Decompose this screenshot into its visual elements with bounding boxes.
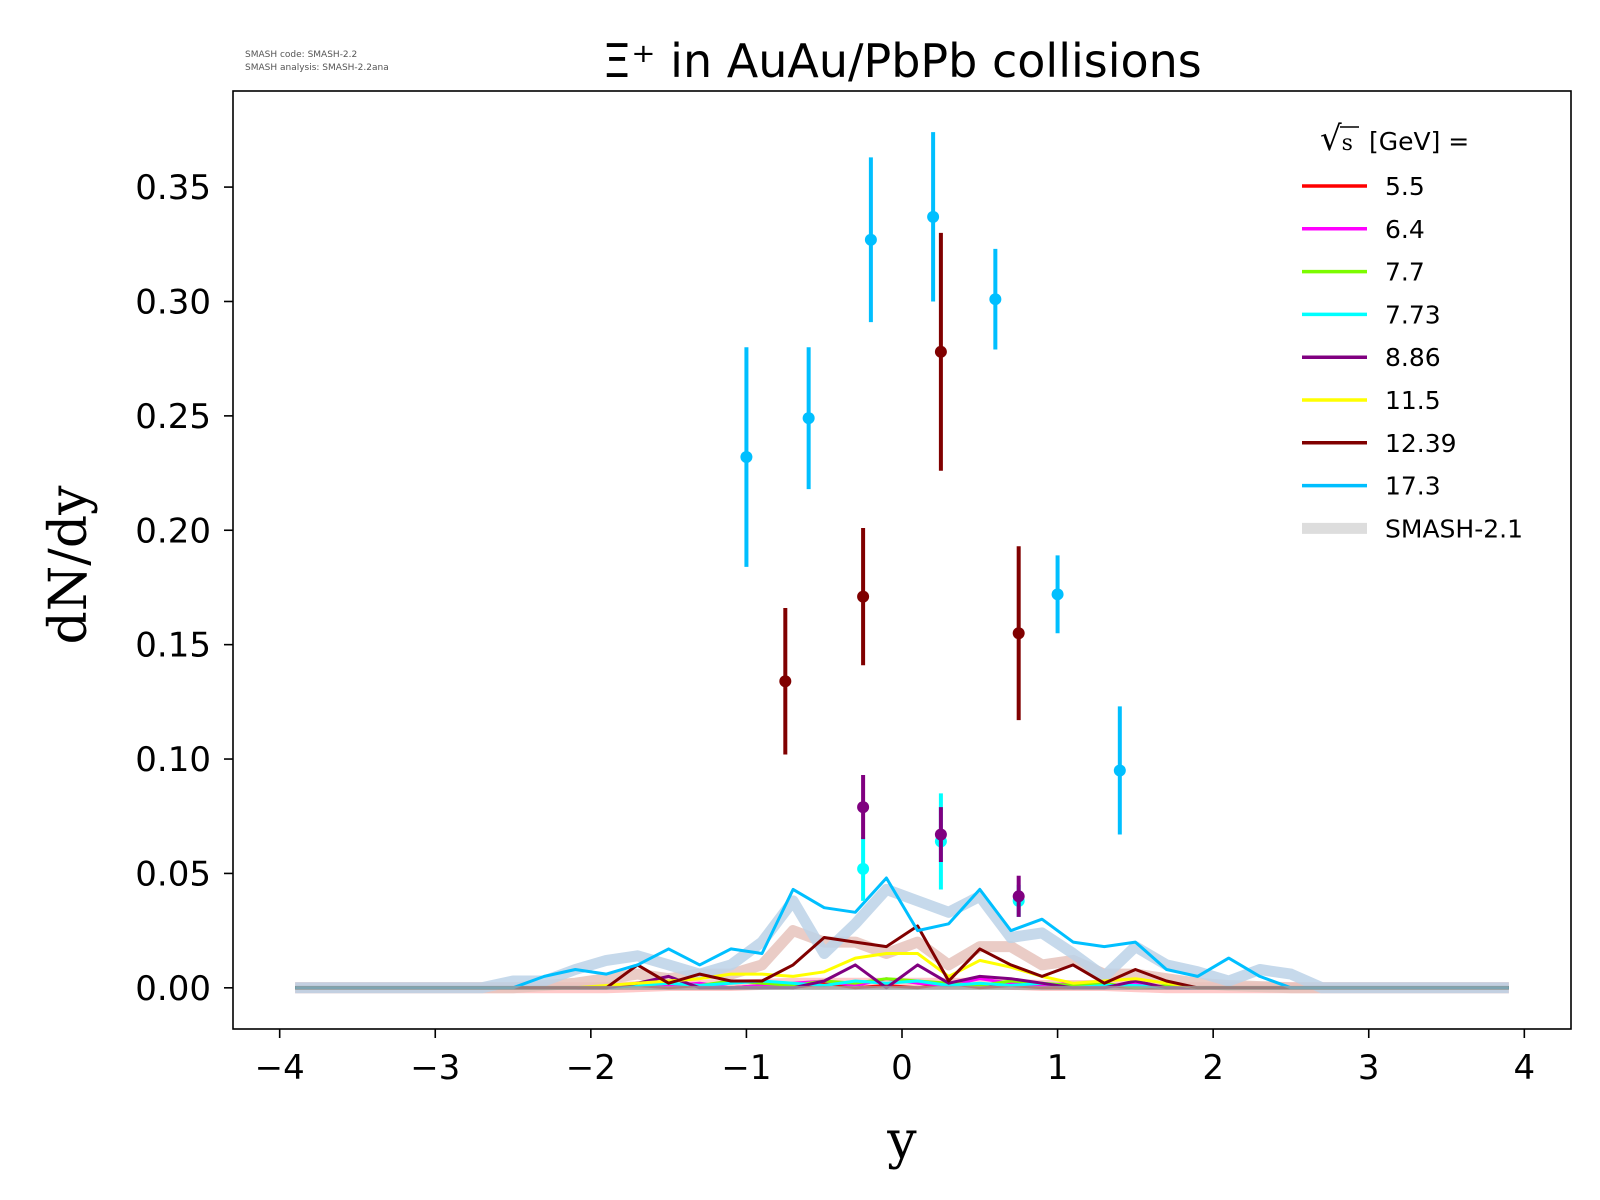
y-tick-label: 0.00 (135, 969, 211, 1009)
legend-label-5-5: 5.5 (1385, 172, 1425, 201)
reference-line-12-39 (295, 925, 1509, 994)
data-points-layer (740, 132, 1126, 917)
legend-label-7-7: 7.7 (1385, 258, 1425, 287)
legend-label-6-4: 6.4 (1385, 215, 1425, 244)
plot-frame (232, 90, 1572, 1030)
smash-code-info: SMASH code: SMASH-2.2 (245, 50, 357, 60)
y-tick-label: 0.10 (135, 740, 211, 780)
legend: √s [GeV] = 5.5 6.4 7.7 7.73 8.86 11.5 12.39 17.3 S… (1302, 119, 1523, 543)
y-axis-label: dN/dy (39, 485, 99, 645)
data-point-8-86-0 (857, 801, 870, 814)
x-tick-label: 1 (1047, 1048, 1069, 1088)
data-point-12-39-3 (1012, 627, 1025, 640)
legend-label-7-73: 7.73 (1385, 300, 1441, 329)
x-tick-label: −3 (410, 1048, 460, 1088)
y-tick-label: 0.15 (135, 626, 211, 666)
smash-analysis-info: SMASH analysis: SMASH-2.2ana (245, 63, 389, 73)
x-tick-label: 0 (891, 1048, 913, 1088)
x-tick-label: 2 (1202, 1048, 1224, 1088)
axes-layer: −4 −3 −2 −1 0 1 2 3 4 0.00 0.05 0.10 0.15 0.20 0.25 0.3… (135, 90, 1572, 1088)
series-lines-layer (295, 876, 1509, 990)
data-point-12-39-0 (779, 675, 792, 688)
y-tick-label: 0.35 (135, 168, 211, 208)
data-point-8-86-1 (934, 828, 947, 841)
y-tick-label: 0.20 (135, 511, 211, 551)
legend-label-smash-2-1: SMASH-2.1 (1385, 514, 1523, 543)
legend-label-12-39: 12.39 (1385, 429, 1457, 458)
data-point-12-39-2 (934, 345, 947, 358)
x-tick-label: 3 (1358, 1048, 1380, 1088)
data-point-7-73-0 (857, 862, 870, 875)
data-point-17-3-4 (989, 293, 1002, 306)
x-tick-label: 4 (1514, 1048, 1536, 1088)
data-point-8-86-2 (1012, 890, 1025, 903)
legend-label-11-5: 11.5 (1385, 386, 1441, 415)
data-point-17-3-2 (864, 233, 877, 246)
series-line-8-86 (295, 963, 1509, 990)
data-point-17-3-0 (740, 451, 753, 464)
y-tick-label: 0.05 (135, 854, 211, 894)
data-point-17-3-6 (1113, 764, 1126, 777)
x-tick-label: −2 (566, 1048, 616, 1088)
legend-label-8-86: 8.86 (1385, 343, 1441, 372)
x-tick-label: −4 (255, 1048, 305, 1088)
series-line-17-3 (295, 876, 1509, 990)
legend-label-17-3: 17.3 (1385, 472, 1441, 501)
series-line-12-39 (295, 924, 1509, 990)
x-axis-label: y (886, 1111, 917, 1171)
data-point-17-3-1 (802, 412, 815, 425)
data-point-17-3-5 (1051, 588, 1064, 601)
data-point-17-3-3 (927, 210, 940, 223)
y-tick-label: 0.30 (135, 282, 211, 322)
chart-title: Ξ⁺ in AuAu/PbPb collisions (602, 34, 1202, 88)
y-tick-label: 0.25 (135, 397, 211, 437)
x-tick-label: −1 (721, 1048, 771, 1088)
data-point-12-39-1 (857, 590, 870, 603)
legend-title: √s [GeV] = (1320, 119, 1469, 159)
